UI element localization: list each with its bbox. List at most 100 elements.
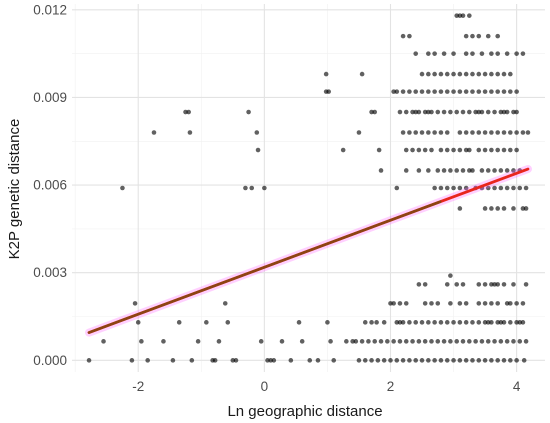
data-point [511,109,516,115]
data-point [511,185,516,191]
data-point [225,320,231,325]
data-point [372,109,378,115]
data-point [514,320,519,325]
data-point [369,358,374,363]
data-point [498,320,504,325]
data-point [381,320,387,325]
data-point [520,320,526,325]
regression-line-core [87,200,442,334]
data-point [460,109,466,115]
data-point [508,301,513,306]
data-point [514,130,519,135]
data-point [457,358,463,363]
data-point [258,339,264,344]
data-point [432,320,437,325]
data-point [254,130,260,135]
data-point [463,185,469,191]
data-point [489,320,494,325]
y-axis-title: K2P genetic distance [6,119,23,260]
data-point [441,51,447,56]
data-point [514,51,519,56]
data-point [470,33,475,39]
data-point [463,33,469,39]
data-point [422,339,428,344]
data-point [204,320,209,325]
data-point [331,358,337,363]
data-point [463,71,469,77]
data-point [288,358,294,363]
data-point [457,301,463,306]
data-point [432,130,437,135]
data-point [372,339,378,344]
data-point [268,358,273,363]
data-point [454,282,460,287]
data-point [479,339,485,344]
data-point [514,301,519,306]
data-point [451,185,456,191]
data-point [419,320,425,325]
data-point [495,147,501,153]
data-point [170,358,176,363]
data-point [457,71,463,77]
data-point [504,339,510,344]
data-point [385,339,390,344]
data-point [413,358,419,363]
data-point [416,168,422,173]
data-point [457,89,463,94]
data-point [265,358,270,363]
data-point [441,168,447,173]
data-point [416,109,422,115]
data-point [467,109,472,115]
data-point [470,89,475,94]
data-point [489,71,494,77]
data-point [463,130,469,135]
data-point [407,89,412,94]
data-point [476,301,482,306]
data-point [441,109,447,115]
data-points [86,13,531,363]
data-point [495,89,501,94]
data-point [441,339,447,344]
data-point [448,109,453,115]
data-point [489,206,494,211]
data-point [394,358,400,363]
data-point [391,301,396,306]
data-point [407,320,412,325]
data-point [476,109,482,115]
data-point [438,185,444,191]
data-point [369,109,374,115]
data-point [410,339,415,344]
data-point [101,339,106,344]
data-point [444,130,450,135]
data-point [520,301,526,306]
data-point [489,301,494,306]
data-point [400,320,406,325]
data-point [504,109,510,115]
data-point [476,33,482,39]
data-point [511,339,516,344]
data-point [429,339,434,344]
data-point [388,301,393,306]
data-point [246,109,251,115]
data-point [495,130,501,135]
data-point [492,339,497,344]
data-point [492,282,497,287]
data-point [435,301,441,306]
data-point [444,89,450,94]
data-point [416,339,422,344]
data-point [422,147,428,153]
x-tick-label: 0 [261,379,269,394]
x-axis-title: Ln geographic distance [227,403,382,420]
data-point [426,358,431,363]
data-point [403,147,409,153]
data-point [145,358,150,363]
data-point [482,71,488,77]
data-point [511,282,516,287]
data-point [426,320,431,325]
data-point [422,282,428,287]
data-point [378,339,384,344]
data-point [485,109,491,115]
data-point [397,339,403,344]
data-point [438,147,444,153]
